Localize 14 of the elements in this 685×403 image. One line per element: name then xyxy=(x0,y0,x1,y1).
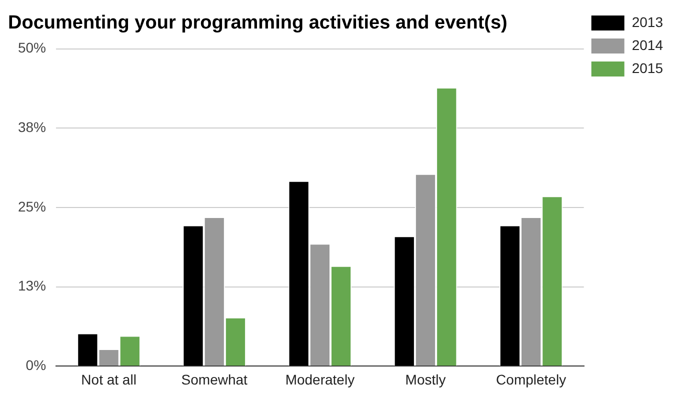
x-tick-label: Somewhat xyxy=(181,371,248,388)
y-tick-label: 25% xyxy=(18,198,46,214)
legend-label: 2014 xyxy=(632,36,664,53)
y-tick-label: 0% xyxy=(26,357,46,374)
chart-title: Documenting your programming activities and event(s) xyxy=(8,12,508,34)
x-tick-label: Moderately xyxy=(285,371,355,388)
legend-label: 2015 xyxy=(632,60,664,76)
x-tick-label: Completely xyxy=(496,371,566,388)
y-tick-label: 38% xyxy=(18,119,46,136)
x-tick-label: Not at all xyxy=(81,371,136,388)
y-tick-label: 13% xyxy=(18,278,46,294)
x-tick-label: Mostly xyxy=(405,371,446,388)
legend-label: 2013 xyxy=(632,14,664,30)
y-tick-label: 50% xyxy=(18,40,46,56)
